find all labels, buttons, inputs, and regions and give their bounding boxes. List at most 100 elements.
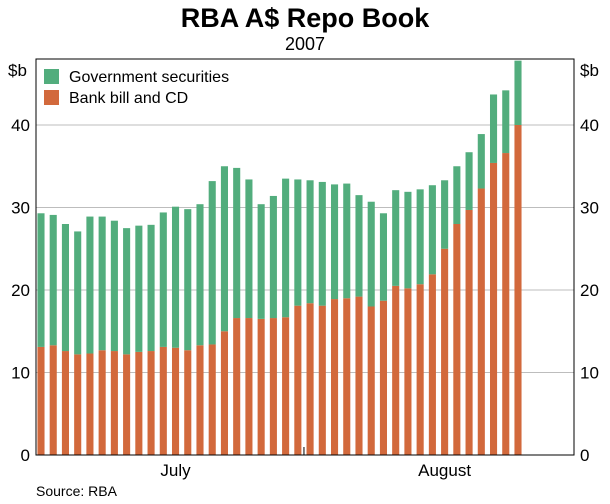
chart-subtitle: 2007	[285, 34, 325, 54]
bar-bank-bill-and-cd	[159, 346, 167, 455]
bar-bank-bill-and-cd	[453, 224, 461, 455]
bar-government-securities	[123, 228, 131, 355]
bar-bank-bill-and-cd	[208, 344, 216, 455]
bar-bank-bill-and-cd	[343, 298, 351, 455]
bar-bank-bill-and-cd	[110, 351, 118, 455]
bar-government-securities	[294, 179, 302, 306]
bar-bank-bill-and-cd	[98, 350, 106, 455]
y-tick-label-left: 10	[11, 364, 30, 383]
y-unit-left: $b	[8, 61, 27, 80]
bar-series-group	[37, 60, 522, 456]
bar-government-securities	[318, 181, 326, 306]
bar-government-securities	[184, 209, 192, 351]
bar-bank-bill-and-cd	[184, 350, 192, 455]
bar-government-securities	[330, 184, 339, 300]
bar-government-securities	[428, 185, 436, 275]
y-tick-label-left: 20	[11, 281, 30, 300]
bar-government-securities	[489, 94, 498, 163]
bar-bank-bill-and-cd	[477, 188, 485, 455]
bar-bank-bill-and-cd	[135, 351, 143, 456]
legend-swatch-bank-bill	[44, 90, 59, 105]
bar-bank-bill-and-cd	[330, 299, 339, 455]
y-axis-right: 0 10 20 30 40	[580, 116, 599, 465]
bar-government-securities	[477, 134, 485, 189]
bar-bank-bill-and-cd	[416, 284, 424, 455]
bar-government-securities	[441, 180, 449, 249]
bar-government-securities	[465, 152, 473, 210]
bar-government-securities	[453, 166, 461, 224]
bar-government-securities	[147, 224, 155, 352]
bar-government-securities	[245, 179, 253, 319]
bar-government-securities	[98, 216, 106, 351]
bar-government-securities	[208, 181, 216, 345]
bar-bank-bill-and-cd	[233, 318, 241, 455]
bar-government-securities	[269, 195, 277, 319]
y-tick-label-right: 10	[580, 364, 599, 383]
bar-government-securities	[233, 167, 241, 319]
bar-government-securities	[392, 190, 400, 286]
legend-label-government-securities: Government securities	[69, 69, 229, 86]
bar-bank-bill-and-cd	[269, 318, 277, 455]
bar-bank-bill-and-cd	[294, 305, 302, 455]
bar-government-securities	[37, 213, 45, 347]
bar-bank-bill-and-cd	[37, 346, 45, 455]
bar-bank-bill-and-cd	[404, 288, 412, 455]
y-tick-label-right: 20	[580, 281, 599, 300]
y-unit-right: $b	[580, 61, 599, 80]
bar-bank-bill-and-cd	[147, 351, 155, 455]
y-tick-label-left: 30	[11, 199, 30, 218]
bar-bank-bill-and-cd	[465, 209, 473, 455]
bar-government-securities	[159, 212, 167, 347]
bar-bank-bill-and-cd	[282, 317, 290, 455]
bar-bank-bill-and-cd	[318, 305, 326, 455]
bar-government-securities	[379, 213, 387, 301]
bar-bank-bill-and-cd	[489, 162, 498, 455]
x-month-label: July	[160, 461, 191, 480]
x-axis: July August	[160, 447, 471, 480]
bar-government-securities	[306, 180, 314, 304]
bar-bank-bill-and-cd	[257, 318, 265, 456]
bar-government-securities	[135, 225, 143, 352]
bar-bank-bill-and-cd	[123, 354, 131, 455]
y-tick-label-right: 30	[580, 199, 599, 218]
bar-bank-bill-and-cd	[245, 318, 253, 455]
bar-bank-bill-and-cd	[367, 306, 375, 455]
bar-bank-bill-and-cd	[49, 345, 57, 455]
x-month-label: August	[418, 461, 471, 480]
bar-government-securities	[74, 231, 82, 355]
bar-government-securities	[514, 60, 522, 125]
plot-frame	[35, 58, 575, 456]
bar-bank-bill-and-cd	[61, 351, 69, 455]
bar-bank-bill-and-cd	[379, 300, 387, 455]
bar-bank-bill-and-cd	[306, 303, 314, 455]
bar-bank-bill-and-cd	[514, 125, 522, 455]
bar-government-securities	[110, 220, 118, 352]
bar-government-securities	[86, 216, 94, 354]
bar-bank-bill-and-cd	[441, 248, 449, 455]
bar-government-securities	[257, 204, 265, 319]
bar-bank-bill-and-cd	[428, 274, 436, 455]
y-tick-label-left: 40	[11, 116, 30, 135]
source-note: Source: RBA	[36, 483, 118, 499]
y-tick-label-right: 40	[580, 116, 599, 135]
bar-bank-bill-and-cd	[171, 347, 180, 455]
bar-government-securities	[196, 204, 204, 346]
bar-bank-bill-and-cd	[86, 353, 94, 455]
bar-government-securities	[502, 90, 510, 154]
bar-government-securities	[416, 189, 424, 285]
y-tick-label-left: 0	[21, 446, 30, 465]
y-axis-left: 0 10 20 30 40	[11, 116, 30, 465]
bar-government-securities	[367, 201, 375, 307]
bar-bank-bill-and-cd	[502, 153, 510, 456]
bar-bank-bill-and-cd	[220, 331, 228, 455]
bar-government-securities	[49, 214, 57, 346]
bar-government-securities	[61, 224, 69, 352]
bar-government-securities	[343, 183, 351, 299]
bar-bank-bill-and-cd	[392, 285, 400, 456]
bar-bank-bill-and-cd	[196, 345, 204, 455]
bar-government-securities	[220, 166, 228, 332]
legend: Government securities Bank bill and CD	[44, 69, 229, 107]
legend-label-bank-bill: Bank bill and CD	[69, 90, 188, 107]
bar-government-securities	[355, 195, 363, 297]
